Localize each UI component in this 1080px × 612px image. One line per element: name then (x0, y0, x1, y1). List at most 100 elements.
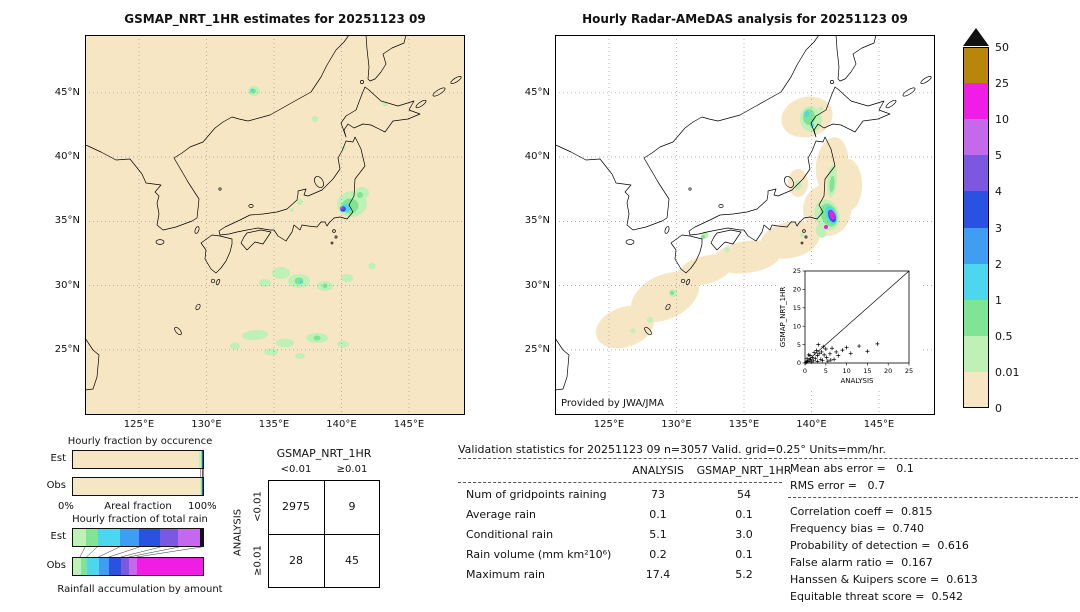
rain-cell (800, 233, 804, 237)
scatter-point (865, 349, 870, 354)
stats-gsmap-value: 0.1 (735, 548, 753, 561)
stats-rule-metrics (788, 497, 1078, 498)
inset-y-tick: 15 (793, 304, 801, 312)
contingency-cell-10: 28 (289, 554, 303, 567)
areal-fraction-min: 0% (58, 501, 74, 512)
scatter-point (828, 358, 833, 363)
lat-tick-label: 40°N (54, 151, 80, 162)
colorbar-segment (963, 83, 989, 120)
inset-y-tick: 20 (793, 286, 801, 294)
stats-gsmap-value: 0.1 (735, 508, 753, 521)
contingency-cell-01: 9 (348, 500, 356, 513)
bar-segment (201, 451, 202, 468)
colorbar-label: 1 (995, 293, 1002, 307)
contingency-hline (269, 534, 379, 535)
scatter-point (820, 358, 825, 363)
scatter-point (824, 355, 829, 360)
rain-cell (313, 335, 321, 341)
rain-cell (803, 109, 815, 125)
credit-label: Provided by JWA/JMA (561, 398, 664, 409)
radar-amedas-map: 00 5 5 10 10 15 15 20 20 25 25 ANALYSIS GSMAP_NRT_1H… (555, 35, 935, 415)
occurrence-est-bar (72, 450, 204, 469)
rain-cell (297, 199, 303, 205)
lon-tick-label: 135°E (258, 419, 290, 430)
bar-segment (202, 451, 203, 468)
colorbar-label: 3 (995, 221, 1002, 235)
stats-gsmap-value: 3.0 (735, 528, 753, 541)
lon-tick-label: 140°E (796, 419, 827, 430)
contingency-row-label-ge: ≥0.01 (252, 545, 264, 576)
rain-cell (230, 342, 240, 350)
contingency-col-label-ge: ≥0.01 (336, 464, 368, 475)
bar-segment (202, 478, 203, 495)
inset-x-tick: 0 (803, 367, 807, 375)
colorbar-segment (963, 191, 989, 228)
inset-xlabel: ANALYSIS (840, 377, 874, 385)
stats-gsmap-value: 54 (737, 488, 751, 501)
rain-cell (834, 159, 862, 211)
total-rain-connectors (79, 547, 202, 557)
stats-row-label: Maximum rain (466, 568, 545, 581)
colorbar-label: 5 (995, 149, 1002, 163)
bar-segment (80, 558, 88, 575)
lat-tick-label: 30°N (524, 280, 550, 291)
scatter-point (821, 344, 826, 349)
scatter-point (848, 351, 853, 356)
scatter-point (809, 359, 814, 364)
distribution-connector (79, 547, 86, 557)
stats-analysis-value: 0.1 (649, 508, 667, 521)
rain-cell (595, 305, 655, 349)
stats-analysis-value: 17.4 (645, 568, 671, 581)
contingency-grid (268, 480, 380, 588)
rain-cell (829, 176, 835, 192)
areal-fraction-max: 100% (188, 501, 217, 512)
inset-x-tick: 5 (824, 367, 828, 375)
rain-cell (669, 290, 675, 296)
bar-segment (201, 478, 203, 495)
occurrence-est-label: Est (50, 453, 66, 464)
scatter-point (819, 349, 824, 354)
rain-cell (829, 210, 835, 220)
radar-rain-field (595, 96, 862, 349)
scatter-point (836, 353, 841, 358)
colorbar-segment (963, 47, 989, 84)
colorbar-label: 10 (995, 113, 1009, 127)
colorbar-segment (963, 227, 989, 265)
gsmap-background-fill (85, 35, 465, 415)
metric-line: Frequency bias = 0.740 (790, 522, 925, 535)
scatter-point (823, 347, 828, 352)
bar-segment (119, 529, 140, 546)
inset-y-tick: 10 (793, 322, 801, 330)
bar-segment (73, 478, 200, 495)
contingency-row-axis: ANALYSIS (232, 508, 244, 557)
colorbar-segment (963, 155, 989, 192)
bar-segment (178, 529, 201, 546)
distribution-connector (86, 547, 98, 557)
distribution-connector (128, 547, 179, 557)
rain-cell (264, 348, 278, 356)
rain-cell (337, 340, 349, 348)
inset-y-tick: 0 (797, 359, 801, 367)
stats-rule-top (458, 458, 1078, 459)
bar-segment (160, 529, 179, 546)
lat-tick-label: 45°N (54, 87, 80, 98)
bar-segment (201, 478, 202, 495)
lon-tick-label: 145°E (863, 419, 895, 430)
distribution-connector (120, 547, 161, 557)
colorbar-label: 0.5 (995, 329, 1013, 343)
scatter-point (834, 349, 839, 354)
bar-segment (121, 558, 129, 575)
stats-row-label: Num of gridpoints raining (466, 488, 607, 501)
contingency-cell-11: 45 (345, 554, 359, 567)
metric-line: Correlation coeff = 0.815 (790, 505, 933, 518)
rain-cell (341, 274, 353, 282)
stats-header: Validation statistics for 20251123 09 n=… (458, 443, 886, 456)
colorbar-label: 0 (995, 402, 1002, 415)
total-rain-obs-label: Obs (46, 560, 66, 571)
inset-x-tick: 10 (842, 367, 850, 375)
rain-cell (815, 224, 827, 238)
scatter-point (830, 346, 835, 351)
rain-cell (322, 283, 328, 289)
occurrence-obs-label: Obs (46, 480, 66, 491)
rain-cell (357, 192, 363, 198)
